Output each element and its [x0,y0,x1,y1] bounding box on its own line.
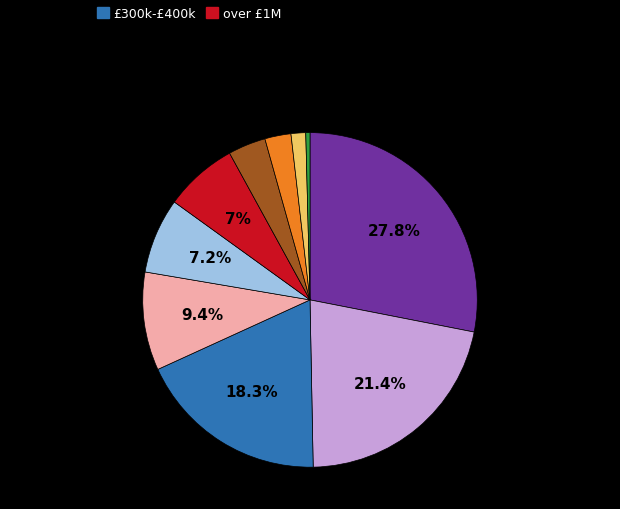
Text: 9.4%: 9.4% [181,307,223,322]
Wedge shape [174,154,310,300]
Wedge shape [143,272,310,370]
Wedge shape [291,133,310,300]
Wedge shape [306,133,310,300]
Wedge shape [158,300,313,467]
Wedge shape [310,133,477,332]
Legend: £500k-£750k, £400k-£500k, £300k-£400k, £750k-£1M, £250k-£300k, over £1M, £200k-£: £500k-£750k, £400k-£500k, £300k-£400k, £… [92,0,528,25]
Text: 27.8%: 27.8% [368,224,420,239]
Text: 7%: 7% [225,212,251,227]
Wedge shape [145,203,310,300]
Text: 7.2%: 7.2% [188,251,231,266]
Wedge shape [265,134,310,300]
Text: 21.4%: 21.4% [353,376,406,391]
Wedge shape [310,300,474,467]
Wedge shape [229,139,310,300]
Text: 18.3%: 18.3% [226,385,278,400]
